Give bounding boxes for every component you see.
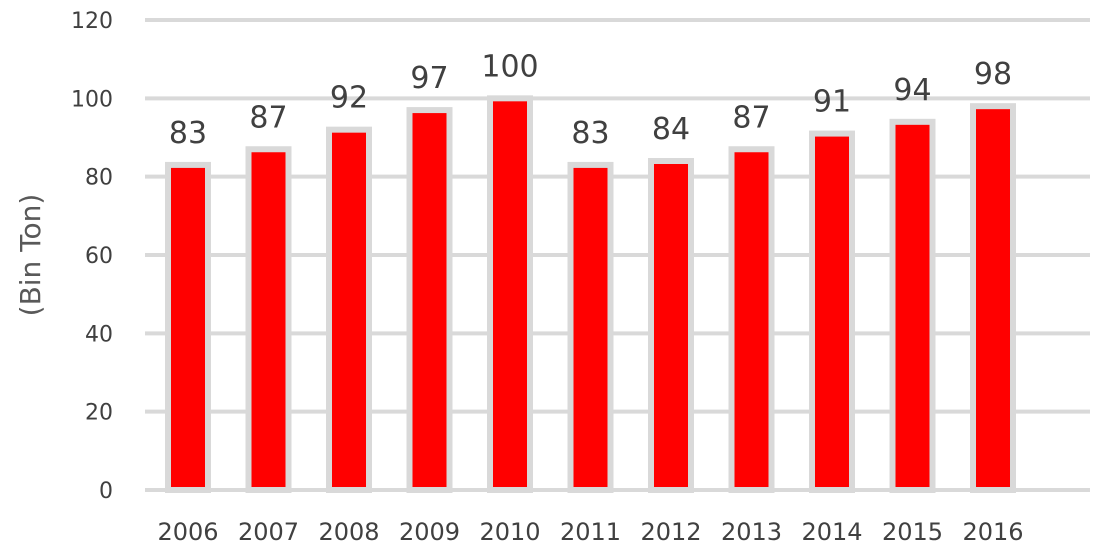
bar bbox=[889, 118, 936, 493]
x-tick-label: 2013 bbox=[721, 518, 782, 546]
y-tick-label: 0 bbox=[99, 479, 113, 504]
data-label: 97 bbox=[410, 61, 448, 96]
bar bbox=[245, 146, 292, 493]
y-tick-label: 40 bbox=[85, 322, 113, 347]
y-tick-label: 20 bbox=[85, 401, 113, 426]
bar bbox=[728, 146, 775, 493]
y-tick-label: 120 bbox=[71, 9, 113, 34]
data-label: 100 bbox=[481, 49, 538, 84]
bar bbox=[326, 126, 372, 494]
gridlines bbox=[145, 18, 1090, 492]
x-tick-label: 2015 bbox=[882, 518, 943, 546]
bars bbox=[165, 95, 1016, 494]
bar bbox=[406, 107, 453, 493]
data-label: 87 bbox=[249, 100, 287, 135]
data-label: 91 bbox=[813, 85, 851, 120]
bar bbox=[567, 161, 614, 494]
x-tick-label: 2011 bbox=[560, 518, 621, 546]
bar bbox=[970, 103, 1016, 494]
data-label: 94 bbox=[893, 73, 931, 108]
x-tick-label: 2010 bbox=[479, 518, 540, 546]
data-labels: 83 87 92 97 100 83 84 87 91 94 98 bbox=[169, 49, 1012, 151]
data-label: 84 bbox=[652, 112, 690, 147]
bar bbox=[809, 130, 855, 493]
bar bbox=[648, 158, 694, 493]
x-tick-label: 2009 bbox=[399, 518, 460, 546]
x-tick-label: 2006 bbox=[157, 518, 218, 546]
data-label: 98 bbox=[974, 57, 1012, 92]
bar bbox=[487, 95, 533, 493]
y-tick-label: 80 bbox=[85, 166, 113, 191]
x-tick-label: 2016 bbox=[962, 518, 1023, 546]
bar bbox=[165, 161, 211, 494]
x-tick-label: 2014 bbox=[801, 518, 862, 546]
data-label: 83 bbox=[169, 116, 207, 151]
y-axis-ticks: 0 20 40 60 80 100 120 bbox=[71, 9, 113, 504]
data-label: 87 bbox=[732, 100, 770, 135]
x-tick-label: 2008 bbox=[318, 518, 379, 546]
y-tick-label: 60 bbox=[85, 244, 113, 269]
y-tick-label: 100 bbox=[71, 87, 113, 112]
data-label: 83 bbox=[571, 116, 609, 151]
x-tick-label: 2012 bbox=[640, 518, 701, 546]
data-label: 92 bbox=[330, 81, 368, 116]
y-axis-label: (Bin Ton) bbox=[14, 194, 47, 317]
x-axis-ticks: 2006 2007 2008 2009 2010 2011 2012 2013 2014 2015… bbox=[157, 518, 1023, 546]
x-tick-label: 2007 bbox=[238, 518, 299, 546]
